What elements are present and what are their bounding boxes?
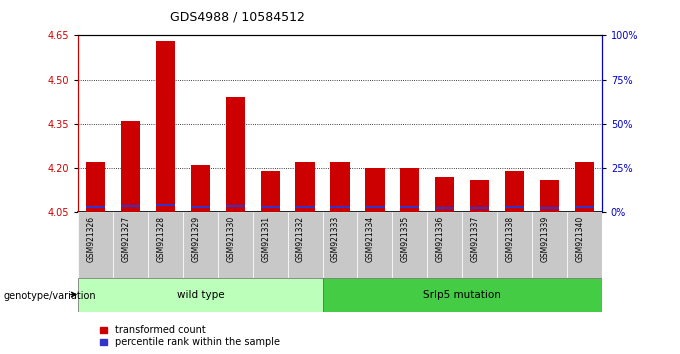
Bar bbox=[322, 212, 358, 278]
Bar bbox=[365, 168, 384, 212]
Bar bbox=[435, 207, 454, 209]
Bar bbox=[470, 180, 489, 212]
Bar bbox=[183, 212, 218, 278]
Bar bbox=[435, 177, 454, 212]
Text: GSM921329: GSM921329 bbox=[191, 216, 201, 262]
Bar bbox=[226, 97, 245, 212]
Bar bbox=[505, 171, 524, 212]
Bar bbox=[330, 162, 350, 212]
Bar bbox=[148, 212, 183, 278]
Text: GSM921334: GSM921334 bbox=[366, 216, 375, 262]
Text: wild type: wild type bbox=[177, 290, 224, 300]
Text: GSM921328: GSM921328 bbox=[156, 216, 165, 262]
Text: GSM921327: GSM921327 bbox=[122, 216, 131, 262]
Bar bbox=[191, 206, 210, 208]
Bar bbox=[505, 206, 524, 208]
Bar bbox=[113, 212, 148, 278]
Bar bbox=[86, 206, 105, 208]
Bar bbox=[401, 206, 420, 208]
Bar bbox=[532, 212, 567, 278]
Bar bbox=[288, 212, 322, 278]
Bar bbox=[296, 206, 315, 208]
Bar bbox=[540, 180, 559, 212]
Text: GSM921335: GSM921335 bbox=[401, 216, 410, 262]
Bar bbox=[365, 206, 384, 208]
Bar bbox=[260, 206, 279, 208]
Bar bbox=[218, 212, 253, 278]
Bar bbox=[260, 171, 279, 212]
Text: GSM921338: GSM921338 bbox=[505, 216, 515, 262]
Bar bbox=[78, 278, 322, 312]
Bar bbox=[253, 212, 288, 278]
Bar bbox=[470, 207, 489, 209]
Bar bbox=[330, 206, 350, 208]
Bar bbox=[497, 212, 532, 278]
Text: genotype/variation: genotype/variation bbox=[3, 291, 96, 301]
Bar bbox=[156, 204, 175, 206]
Bar bbox=[191, 165, 210, 212]
Bar bbox=[575, 206, 594, 208]
Text: GSM921332: GSM921332 bbox=[296, 216, 305, 262]
Text: GDS4988 / 10584512: GDS4988 / 10584512 bbox=[170, 11, 305, 24]
Text: GSM921340: GSM921340 bbox=[575, 216, 584, 262]
Bar bbox=[86, 162, 105, 212]
Bar bbox=[540, 207, 559, 209]
Text: GSM921339: GSM921339 bbox=[541, 216, 549, 262]
Bar bbox=[358, 212, 392, 278]
Text: GSM921326: GSM921326 bbox=[86, 216, 96, 262]
Text: GSM921333: GSM921333 bbox=[331, 216, 340, 262]
Bar bbox=[322, 278, 602, 312]
Bar bbox=[575, 162, 594, 212]
Bar bbox=[392, 212, 427, 278]
Bar bbox=[121, 121, 140, 212]
Bar bbox=[121, 205, 140, 207]
Bar bbox=[78, 212, 113, 278]
Text: GSM921337: GSM921337 bbox=[471, 216, 479, 262]
Text: GSM921330: GSM921330 bbox=[226, 216, 235, 262]
Legend: transformed count, percentile rank within the sample: transformed count, percentile rank withi… bbox=[100, 325, 279, 347]
Text: Srlp5 mutation: Srlp5 mutation bbox=[423, 290, 501, 300]
Bar bbox=[401, 168, 420, 212]
Bar bbox=[462, 212, 497, 278]
Bar bbox=[567, 212, 602, 278]
Bar bbox=[427, 212, 462, 278]
Text: GSM921336: GSM921336 bbox=[436, 216, 445, 262]
Bar bbox=[156, 41, 175, 212]
Text: GSM921331: GSM921331 bbox=[261, 216, 270, 262]
Bar bbox=[296, 162, 315, 212]
Bar bbox=[226, 205, 245, 207]
